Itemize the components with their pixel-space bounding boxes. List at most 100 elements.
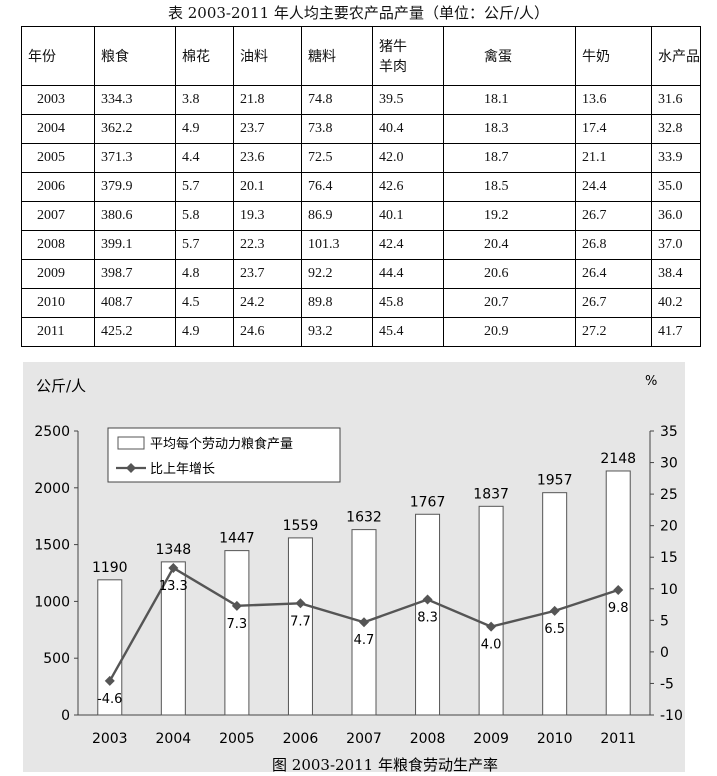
table-body: 2003 334.3 3.8 21.8 74.8 39.5 18.1 13.6 31.6 2004… (21, 85, 701, 347)
left-tick-label: 0 (61, 708, 70, 724)
col-header-meat: 猪牛 羊肉 (372, 26, 444, 86)
table-cell: 380.6 (94, 201, 176, 231)
table-cell: 20.9 (443, 317, 576, 347)
table-cell: 42.0 (372, 143, 444, 173)
table-cell: 24.4 (575, 172, 652, 202)
left-tick-label: 1000 (34, 594, 70, 610)
legend-line-marker (126, 463, 136, 473)
table-cell: 20.7 (443, 288, 576, 318)
table-cell: 40.2 (651, 288, 701, 318)
left-tick-label: 1500 (34, 538, 70, 554)
col-header-year: 年份 (21, 26, 95, 86)
table-row: 2011 425.2 4.9 24.6 93.2 45.4 20.9 27.2 41.7 (21, 317, 701, 347)
table-cell: 35.0 (651, 172, 701, 202)
left-tick-label: 2500 (34, 424, 70, 440)
growth-value-label: 6.5 (544, 622, 565, 637)
x-tick-label: 2011 (600, 731, 636, 747)
col-header-meat-line1: 猪牛 (379, 39, 407, 55)
bar-value-label: 1348 (156, 542, 192, 558)
table-cell: 17.4 (575, 114, 652, 144)
table-cell: 31.6 (651, 85, 701, 115)
legend-bar-label: 平均每个劳动力粮食产量 (150, 436, 293, 452)
table-cell: 4.8 (175, 259, 234, 289)
x-tick-label: 2010 (537, 731, 573, 747)
table-cell: 42.4 (372, 230, 444, 260)
table-cell: 21.1 (575, 143, 652, 173)
table-cell: 19.3 (233, 201, 302, 231)
legend-box (107, 427, 341, 483)
table-cell: 40.1 (372, 201, 444, 231)
legend-line-label: 比上年增长 (150, 462, 215, 477)
left-axis-unit: 公斤/人 (36, 377, 86, 395)
left-tick-label: 2000 (34, 481, 70, 497)
table-cell: 398.7 (94, 259, 176, 289)
table-cell: 37.0 (651, 230, 701, 260)
right-tick-label: 20 (660, 519, 678, 535)
table-cell: 4.9 (175, 114, 234, 144)
table-cell: 408.7 (94, 288, 176, 318)
table-cell: 23.7 (233, 114, 302, 144)
table-cell: 72.5 (301, 143, 373, 173)
x-tick-label: 2008 (410, 731, 446, 747)
table-cell: 23.6 (233, 143, 302, 173)
table-cell: 2007 (21, 201, 95, 231)
table-cell: 26.8 (575, 230, 652, 260)
bar (542, 492, 568, 716)
table-row: 2009 398.7 4.8 23.7 92.2 44.4 20.6 26.4 38.4 (21, 259, 701, 289)
x-tick-label: 2007 (346, 731, 382, 747)
growth-point (231, 600, 242, 611)
growth-value-label: 7.7 (290, 614, 311, 629)
bar (224, 550, 250, 716)
table-cell: 26.7 (575, 201, 652, 231)
table-cell: 371.3 (94, 143, 176, 173)
table-cell: 399.1 (94, 230, 176, 260)
table-cell: 21.8 (233, 85, 302, 115)
table-cell: 26.7 (575, 288, 652, 318)
x-tick-label: 2004 (156, 731, 192, 747)
table-cell: 18.5 (443, 172, 576, 202)
table-cell: 36.0 (651, 201, 701, 231)
x-tick-label: 2003 (92, 731, 128, 747)
table-cell: 334.3 (94, 85, 176, 115)
table-cell: 2010 (21, 288, 95, 318)
growth-value-label: 13.3 (159, 579, 188, 594)
legend-bar-swatch (117, 436, 145, 450)
table-cell: 27.2 (575, 317, 652, 347)
left-tick-label: 500 (43, 651, 70, 667)
table-cell: 32.8 (651, 114, 701, 144)
labor-productivity-chart: 公斤/人 % 0 500 1000 1500 2000 2500 -10 -5 0 5 10 15 20… (23, 362, 685, 774)
growth-point (168, 562, 179, 573)
bar (97, 579, 123, 716)
right-tick-label: 30 (660, 456, 678, 472)
table-cell: 20.6 (443, 259, 576, 289)
bar-series: 1190 1348 1447 1559 1632 1767 1837 1957 2148 (92, 451, 636, 716)
table-cell: 22.3 (233, 230, 302, 260)
table-cell: 33.9 (651, 143, 701, 173)
table-header-row: 年份 粮食 棉花 油料 糖料 猪牛 羊肉 禽蛋 牛奶 水产品 (21, 26, 701, 86)
table-cell: 4.5 (175, 288, 234, 318)
bar-value-label: 1632 (346, 510, 382, 526)
table-cell: 2009 (21, 259, 95, 289)
right-tick-label: 10 (660, 582, 678, 598)
table-row: 2005 371.3 4.4 23.6 72.5 42.0 18.7 21.1 33.9 (21, 143, 701, 173)
table-cell: 44.4 (372, 259, 444, 289)
table-cell: 42.6 (372, 172, 444, 202)
bar-value-label: 1957 (537, 473, 573, 489)
right-tick-label: 25 (660, 487, 678, 503)
col-header-grain: 粮食 (94, 26, 176, 86)
col-header-sugar: 糖料 (301, 26, 373, 86)
table-cell: 379.9 (94, 172, 176, 202)
growth-point (486, 621, 497, 632)
table-cell: 24.2 (233, 288, 302, 318)
table-cell: 73.8 (301, 114, 373, 144)
table-cell: 2008 (21, 230, 95, 260)
growth-point (295, 598, 306, 609)
table-cell: 39.5 (372, 85, 444, 115)
growth-point (104, 675, 115, 686)
growth-point (359, 617, 369, 628)
table-cell: 18.3 (443, 114, 576, 144)
legend: 平均每个劳动力粮食产量 比上年增长 (107, 427, 341, 483)
table-cell: 20.4 (443, 230, 576, 260)
table-cell: 2006 (21, 172, 95, 202)
x-tick-label: 2009 (473, 731, 509, 747)
